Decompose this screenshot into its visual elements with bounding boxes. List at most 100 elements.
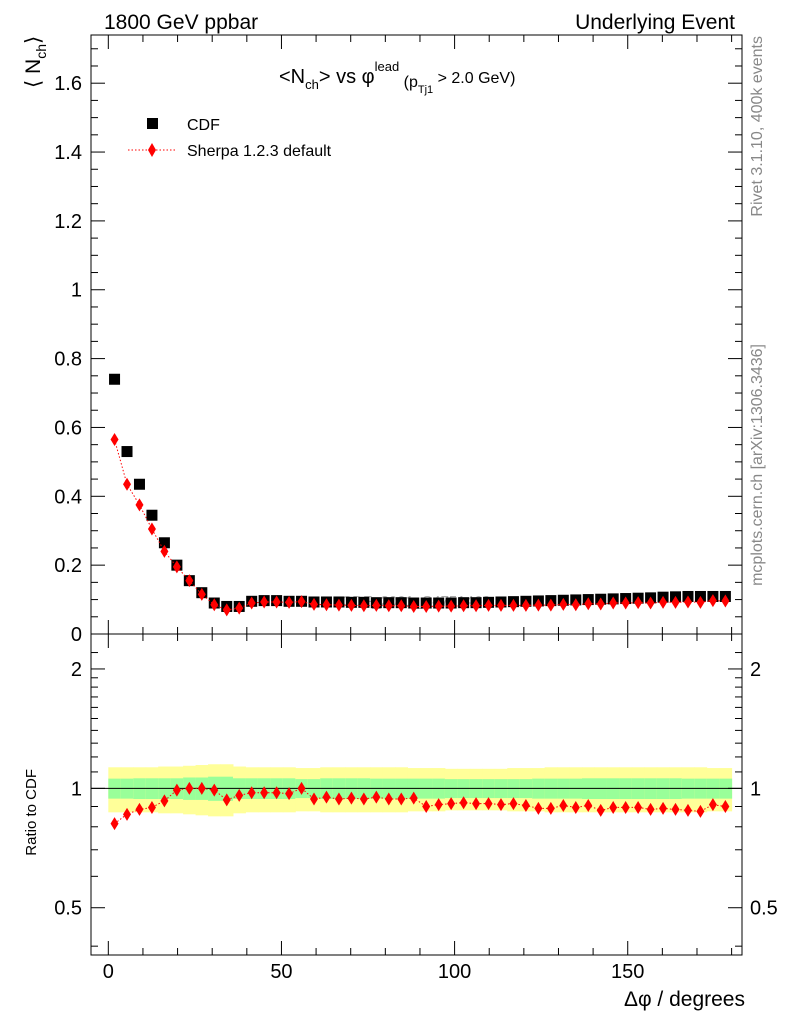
sherpa-point [646, 596, 655, 610]
ratio-sherpa-point [546, 801, 555, 815]
ylabel-sub: ch [33, 44, 49, 59]
ratio-y-tick-label-right: 0.5 [750, 898, 778, 920]
sherpa-point [621, 596, 630, 610]
ratio-sherpa-point [110, 817, 119, 831]
sherpa-point [659, 595, 668, 609]
ratio-y-tick-label-right: 1 [750, 778, 761, 800]
sherpa-point [484, 598, 493, 612]
ratio-y-tick-label: 2 [71, 659, 82, 681]
sherpa-point [160, 544, 169, 558]
y-tick-label: 0.4 [54, 486, 82, 508]
ratio-sherpa-point [509, 797, 518, 811]
ratio-sherpa-point [659, 801, 668, 815]
sherpa-point [147, 522, 156, 536]
sherpa-point [110, 432, 119, 446]
title-mid: > vs φ [319, 66, 375, 88]
main-panel-marks [109, 373, 731, 617]
ratio-sherpa-point [347, 791, 356, 805]
ratio-sherpa-point [584, 799, 593, 813]
ratio-sherpa-point [123, 807, 132, 821]
ratio-sherpa-point [297, 781, 306, 795]
header-right: Underlying Event [575, 11, 735, 34]
sherpa-point [459, 599, 468, 613]
ylabel-close: ⟩ [22, 36, 45, 44]
ratio-sherpa-point [621, 800, 630, 814]
y-tick-label: 1.6 [54, 73, 82, 95]
ratio-sherpa-point [210, 783, 219, 797]
cdf-point [158, 537, 170, 549]
ratio-sherpa-point [185, 781, 194, 795]
ratio-sherpa-point [683, 803, 692, 817]
ratio-panel-ticks: 0 50 100 150 0.5 0.5 1 1 2 2 [54, 634, 778, 983]
ratio-sherpa-point [285, 787, 294, 801]
ratio-y-tick-label: 0.5 [54, 898, 82, 920]
sherpa-point [422, 599, 431, 613]
title-main: <N [279, 66, 305, 88]
sherpa-point [235, 601, 244, 615]
x-tick-label: 0 [103, 961, 114, 983]
sherpa-point [247, 596, 256, 610]
ratio-sherpa-point [447, 797, 456, 811]
y-tick-label: 1 [71, 280, 82, 302]
ratio-sherpa-point [172, 783, 181, 797]
sherpa-point [546, 598, 555, 612]
sherpa-point [210, 598, 219, 612]
ratio-sherpa-point [721, 799, 730, 813]
y-tick-label: 0 [71, 624, 82, 646]
sherpa-point [347, 598, 356, 612]
sherpa-point [496, 598, 505, 612]
ratio-sherpa-point [571, 800, 580, 814]
sherpa-point [534, 598, 543, 612]
ratio-sherpa-point [384, 792, 393, 806]
sherpa-point [696, 595, 705, 609]
ratio-sherpa-point [397, 792, 406, 806]
ratio-sherpa-point [235, 788, 244, 802]
sherpa-point [372, 598, 381, 612]
sherpa-point [197, 587, 206, 601]
x-tick-label: 100 [438, 961, 471, 983]
legend-cdf-label: CDF [187, 117, 220, 134]
sherpa-point [447, 599, 456, 613]
ratio-sherpa-point [160, 794, 169, 808]
sherpa-point [359, 599, 368, 613]
sherpa-point [135, 498, 144, 512]
legend-cdf-marker [147, 118, 158, 129]
x-tick-label: 150 [611, 961, 644, 983]
ratio-sherpa-point [197, 781, 206, 795]
y-tick-label: 1.4 [54, 142, 82, 164]
ratio-panel-frame [90, 633, 743, 956]
sherpa-point [222, 603, 231, 617]
sherpa-point [297, 595, 306, 609]
legend-sherpa-marker [148, 143, 156, 157]
ratio-sherpa-point [484, 797, 493, 811]
sherpa-point [472, 599, 481, 613]
sherpa-point [584, 597, 593, 611]
rivet-label: Rivet 3.1.10, 400k events [749, 36, 766, 217]
ratio-sherpa-point [671, 802, 680, 816]
ratio-sherpa-point [135, 802, 144, 816]
sherpa-point [260, 595, 269, 609]
ratio-sherpa-point [534, 801, 543, 815]
ratio-sherpa-point [472, 797, 481, 811]
ratio-sherpa-point [247, 786, 256, 800]
ratio-sherpa-point [310, 792, 319, 806]
title-main-sub: ch [305, 77, 319, 92]
ratio-y-tick-label-right: 2 [750, 659, 761, 681]
ratio-sherpa-point [434, 798, 443, 812]
cdf-point [133, 478, 145, 490]
header-left: 1800 GeV ppbar [104, 11, 258, 34]
ratio-sherpa-point [322, 790, 331, 804]
ratio-sherpa-point [409, 791, 418, 805]
title-tail: > 2.0 GeV) [433, 70, 515, 87]
ratio-sherpa-point [708, 798, 717, 812]
ratio-sherpa-point [646, 802, 655, 816]
sherpa-point [123, 477, 132, 491]
sherpa-point [521, 598, 530, 612]
sherpa-point [671, 595, 680, 609]
y-tick-label: 1.2 [54, 211, 82, 233]
sherpa-point [721, 594, 730, 608]
sherpa-point [708, 594, 717, 608]
sherpa-point [609, 596, 618, 610]
mcplots-label: mcplots.cern.ch [arXiv:1306.3436] [749, 344, 766, 586]
ratio-panel-marks [110, 781, 730, 831]
